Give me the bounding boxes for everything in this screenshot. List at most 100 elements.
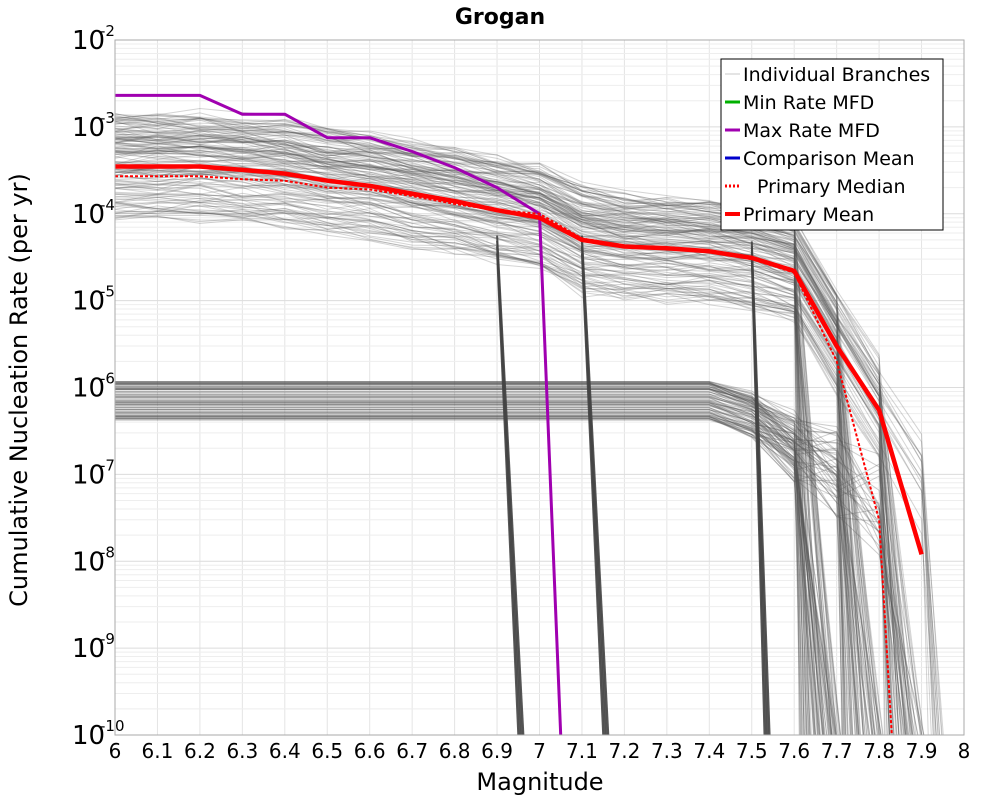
branch-line [115,393,837,736]
y-tick-exponent: -9 [100,630,115,648]
branch-line [115,381,824,736]
branch-line [114,138,940,736]
plot-frame [114,39,965,736]
branch-line [114,136,890,736]
branch-line [114,144,893,736]
branch-line [114,142,818,736]
x-tick-label: 7.5 [736,739,768,763]
branch-line [115,388,916,736]
branch-line [115,393,810,736]
branch-line [114,117,832,736]
branch-line [115,405,871,736]
branch-line [115,382,882,736]
branch-line [115,149,800,736]
branch-line [114,176,810,736]
y-tick-label: 10 [72,200,105,230]
y-tick-label: 10 [72,287,105,317]
branch-line [115,399,836,736]
branch-line [114,122,800,736]
branch-line [115,393,909,736]
branch-line [115,388,907,736]
branch-line [114,135,849,736]
branch-line [114,117,808,736]
branch-line [115,383,849,736]
branch-line [115,381,918,736]
branch-line [115,381,811,736]
branch-line [114,141,941,736]
series-max-rate-mfd [115,93,563,736]
branch-line [114,184,841,736]
branch-line [115,381,874,736]
y-tick-exponent: -4 [100,196,115,214]
branch-line [115,409,824,736]
branch-line [115,384,866,736]
branch-line [114,112,838,736]
branch-line [115,408,824,736]
branch-line [114,149,914,736]
branch-line [114,143,845,736]
x-tick-label: 7.4 [693,739,725,763]
branch-line [115,413,820,736]
legend-box [720,58,944,231]
branch-line [115,389,907,736]
branch-line [115,391,802,736]
branch-line [114,120,934,736]
branch-line [114,116,820,736]
branch-line [114,149,902,736]
branch-line [114,152,934,736]
branch-line [114,169,895,736]
branch-line [114,211,897,736]
branch-line [114,136,921,736]
branch-line [115,399,891,736]
branch-line [115,407,832,736]
branch-line [114,165,819,736]
y-tick-exponent: -6 [100,370,115,388]
branch-line [115,410,821,736]
x-tick-label: 6.3 [226,739,258,763]
branch-line [115,384,860,736]
branch-line [115,388,846,736]
branch-line [115,417,802,736]
branch-line [115,386,893,736]
x-tick-label: 7.7 [821,739,853,763]
chart-title: Grogan [455,5,545,30]
branch-line [114,130,900,736]
branch-line [114,145,892,736]
branch-line [114,201,908,736]
y-tick-label: 10 [72,721,105,751]
branch-line [115,409,851,736]
branch-line [114,183,832,736]
branch-line [115,187,906,736]
y-tick-exponent: -5 [100,283,115,301]
branch-line [114,112,837,736]
branch-line [115,416,835,736]
branch-line [115,383,865,736]
y-tick-exponent: -2 [100,22,115,40]
branch-line [114,131,911,736]
branch-line [114,215,912,736]
branch-line [114,117,811,736]
branch-line [114,144,808,736]
x-tick-label: 6.4 [269,739,301,763]
x-tick-label: 6.7 [396,739,428,763]
branch-line [114,182,911,736]
branch-line [114,209,903,736]
y-tick-label: 10 [72,113,105,143]
branch-line [114,137,864,736]
x-tick-label: 6 [109,739,122,763]
branch-line [114,181,890,736]
branch-line [115,409,817,736]
branch-line [114,171,816,736]
branch-line [115,414,848,736]
x-tick-label: 6.9 [481,739,513,763]
branch-line [115,391,832,736]
x-tick-label: 7.2 [608,739,640,763]
branch-line [115,407,858,736]
branch-line [115,414,816,736]
branch-line [115,412,853,736]
x-ticks: 6 6.1 6.2 6.3 6.4 6.5 6.6 6.7 6.8 6.9 7 7.1 7.2 7.3 7.… [109,739,971,763]
y-tick-label: 10 [72,26,105,56]
branch-line [115,400,871,736]
branch-line [114,134,830,736]
